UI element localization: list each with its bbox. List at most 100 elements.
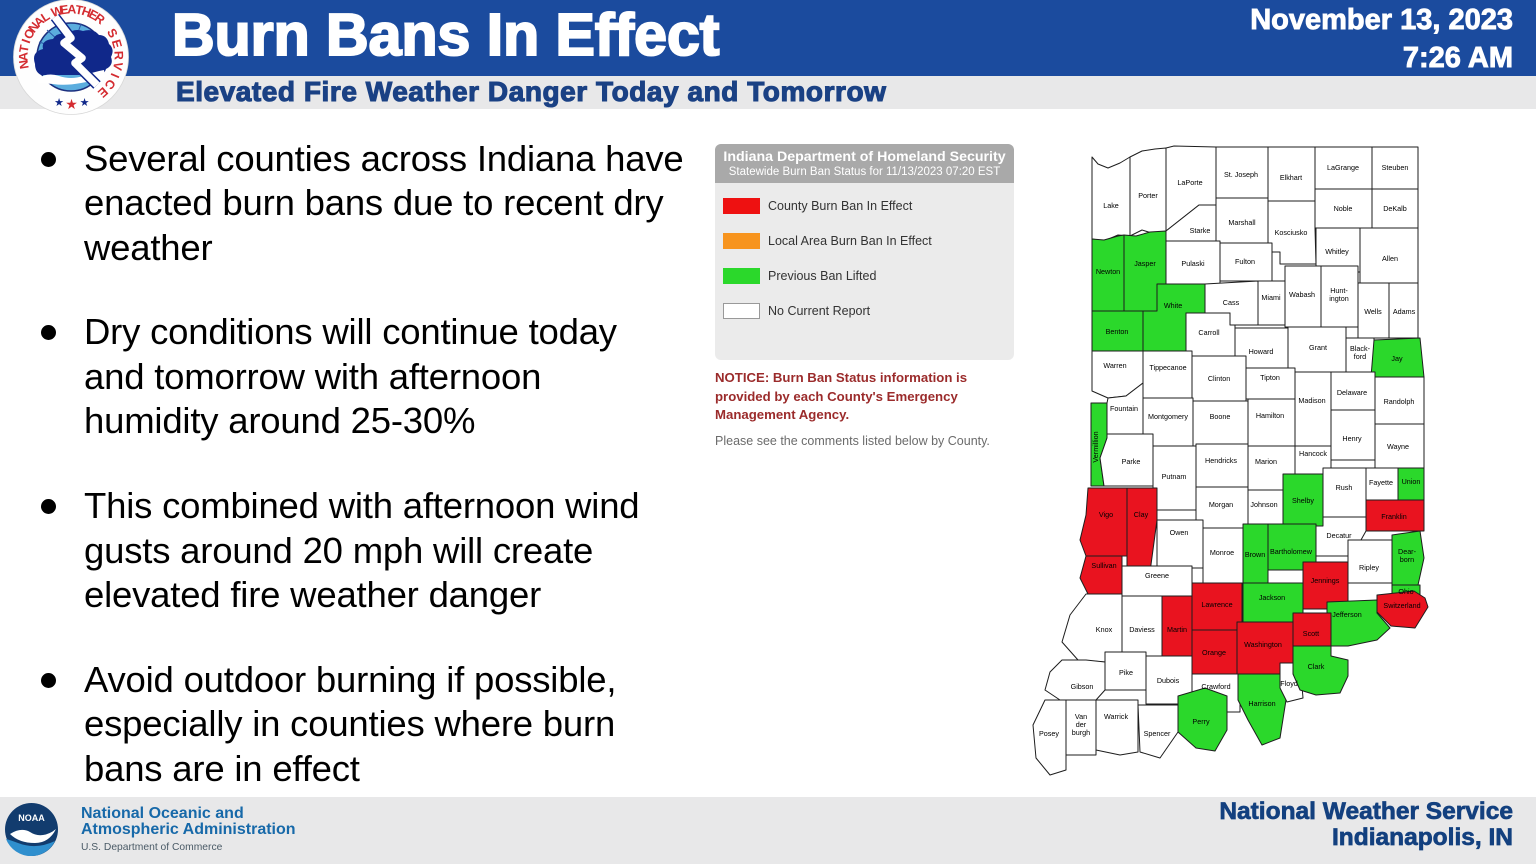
svg-text:Ripley: Ripley: [1359, 563, 1379, 572]
svg-text:Johnson: Johnson: [1250, 500, 1277, 509]
svg-text:A: A: [16, 52, 30, 61]
svg-text:Grant: Grant: [1309, 343, 1327, 352]
svg-text:der: der: [1076, 720, 1087, 729]
svg-text:Montgomery: Montgomery: [1148, 412, 1188, 421]
svg-text:ford: ford: [1354, 352, 1366, 361]
svg-text:LaPorte: LaPorte: [1177, 178, 1202, 187]
svg-text:Delaware: Delaware: [1337, 388, 1367, 397]
svg-text:Randolph: Randolph: [1384, 397, 1415, 406]
svg-text:Parke: Parke: [1122, 457, 1141, 466]
svg-text:N: N: [16, 59, 31, 70]
svg-text:burgh: burgh: [1072, 728, 1090, 737]
svg-text:Noble: Noble: [1334, 204, 1353, 213]
svg-text:E: E: [59, 2, 69, 17]
svg-text:Miami: Miami: [1261, 293, 1281, 302]
svg-text:Madison: Madison: [1298, 396, 1325, 405]
svg-text:Wayne: Wayne: [1387, 442, 1409, 451]
svg-text:Adams: Adams: [1393, 307, 1416, 316]
svg-text:Washington: Washington: [1244, 640, 1282, 649]
svg-text:Morgan: Morgan: [1209, 500, 1233, 509]
svg-text:Marshall: Marshall: [1228, 218, 1256, 227]
svg-text:Monroe: Monroe: [1210, 548, 1234, 557]
svg-text:Orange: Orange: [1202, 648, 1226, 657]
svg-text:Wabash: Wabash: [1289, 290, 1315, 299]
svg-text:Allen: Allen: [1382, 254, 1398, 263]
svg-text:Scott: Scott: [1303, 629, 1319, 638]
svg-text:Marion: Marion: [1255, 457, 1277, 466]
svg-text:Fayette: Fayette: [1369, 478, 1393, 487]
svg-text:Van: Van: [1075, 712, 1087, 721]
svg-text:Cass: Cass: [1223, 298, 1240, 307]
svg-text:Shelby: Shelby: [1292, 496, 1314, 505]
svg-text:Franklin: Franklin: [1381, 512, 1407, 521]
svg-text:Ohio: Ohio: [1398, 587, 1413, 596]
svg-text:H: H: [80, 4, 93, 20]
svg-text:Crawford: Crawford: [1201, 682, 1230, 691]
svg-text:Wells: Wells: [1364, 307, 1382, 316]
svg-text:I: I: [108, 71, 122, 80]
svg-text:Jennings: Jennings: [1311, 576, 1340, 585]
svg-text:Tipton: Tipton: [1260, 373, 1280, 382]
svg-text:Union: Union: [1402, 477, 1421, 486]
svg-text:Warren: Warren: [1103, 361, 1126, 370]
svg-text:Fulton: Fulton: [1235, 257, 1255, 266]
svg-text:Spencer: Spencer: [1144, 729, 1171, 738]
svg-text:Decatur: Decatur: [1326, 531, 1352, 540]
svg-text:Clark: Clark: [1308, 662, 1325, 671]
svg-text:★: ★: [80, 97, 90, 109]
svg-text:Hancock: Hancock: [1299, 449, 1327, 458]
svg-text:Warrick: Warrick: [1104, 712, 1128, 721]
svg-text:White: White: [1164, 301, 1182, 310]
svg-text:Tippecanoe: Tippecanoe: [1149, 363, 1186, 372]
svg-text:T: T: [17, 43, 32, 53]
svg-text:Hunt-: Hunt-: [1330, 286, 1348, 295]
svg-text:Pike: Pike: [1119, 668, 1133, 677]
svg-text:A: A: [67, 2, 76, 16]
svg-text:R: R: [111, 51, 125, 61]
svg-text:Hamilton: Hamilton: [1256, 411, 1284, 420]
svg-text:E: E: [109, 38, 125, 50]
svg-text:V: V: [110, 61, 125, 73]
svg-text:NOAA: NOAA: [18, 813, 45, 823]
svg-text:Jefferson: Jefferson: [1332, 610, 1361, 619]
svg-text:Boone: Boone: [1210, 412, 1231, 421]
svg-text:Vigo: Vigo: [1099, 510, 1113, 519]
svg-text:Owen: Owen: [1170, 528, 1189, 537]
svg-text:Clinton: Clinton: [1208, 374, 1230, 383]
svg-text:Elkhart: Elkhart: [1280, 173, 1302, 182]
svg-text:★: ★: [54, 97, 64, 109]
svg-text:Harrison: Harrison: [1248, 699, 1275, 708]
svg-text:Jasper: Jasper: [1134, 259, 1156, 268]
svg-text:born: born: [1400, 555, 1414, 564]
svg-text:Jackson: Jackson: [1259, 593, 1285, 602]
svg-text:Putnam: Putnam: [1162, 472, 1187, 481]
svg-text:Vermillion: Vermillion: [1091, 431, 1100, 462]
svg-text:Steuben: Steuben: [1382, 163, 1409, 172]
svg-text:Starke: Starke: [1190, 226, 1211, 235]
svg-text:Carroll: Carroll: [1198, 328, 1220, 337]
svg-text:Black-: Black-: [1350, 344, 1371, 353]
svg-text:DeKalb: DeKalb: [1383, 204, 1407, 213]
svg-text:Howard: Howard: [1249, 347, 1274, 356]
svg-text:St. Joseph: St. Joseph: [1224, 170, 1258, 179]
svg-text:Clay: Clay: [1134, 510, 1149, 519]
svg-text:ington: ington: [1329, 294, 1349, 303]
svg-text:T: T: [74, 3, 84, 18]
svg-text:Fountain: Fountain: [1110, 404, 1138, 413]
svg-text:Dubois: Dubois: [1157, 676, 1180, 685]
svg-text:Pulaski: Pulaski: [1181, 259, 1205, 268]
svg-text:Bartholomew: Bartholomew: [1270, 547, 1313, 556]
svg-text:Greene: Greene: [1145, 571, 1169, 580]
svg-text:Henry: Henry: [1342, 434, 1362, 443]
svg-text:Jay: Jay: [1391, 354, 1403, 363]
svg-text:LaGrange: LaGrange: [1327, 163, 1359, 172]
svg-text:Benton: Benton: [1106, 327, 1129, 336]
svg-text:Dear-: Dear-: [1398, 547, 1417, 556]
svg-text:Newton: Newton: [1096, 267, 1120, 276]
svg-text:Gibson: Gibson: [1071, 682, 1094, 691]
svg-text:Rush: Rush: [1336, 483, 1353, 492]
svg-text:★: ★: [65, 96, 78, 112]
svg-text:Hendricks: Hendricks: [1205, 456, 1237, 465]
svg-text:Porter: Porter: [1138, 191, 1158, 200]
svg-text:Sullivan: Sullivan: [1091, 561, 1116, 570]
